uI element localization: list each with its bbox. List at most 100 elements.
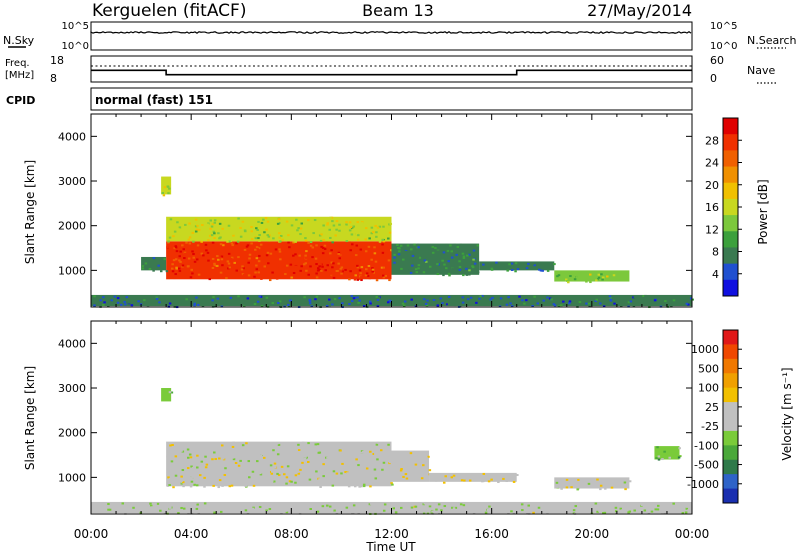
heatmap-speckle — [565, 486, 569, 489]
heatmap-speckle — [452, 474, 456, 477]
heatmap-speckle — [289, 453, 293, 456]
heatmap-speckle — [250, 225, 253, 228]
heatmap-speckle — [426, 257, 429, 260]
heatmap-speckle — [428, 505, 432, 508]
heatmap-speckle — [491, 296, 494, 299]
colorbar-swatch — [723, 150, 738, 168]
heatmap-speckle — [356, 264, 359, 267]
heatmap-speckle — [372, 458, 376, 461]
heatmap-speckle — [296, 446, 300, 449]
heatmap-speckle — [269, 217, 272, 220]
heatmap-speckle — [310, 226, 314, 229]
heatmap-speckle — [99, 299, 103, 302]
heatmap-speckle — [407, 301, 411, 304]
heatmap-speckle — [399, 469, 403, 472]
heatmap-speckle — [262, 218, 265, 221]
heatmap-cell — [91, 501, 692, 514]
heatmap-speckle — [569, 275, 572, 278]
heatmap-speckle — [577, 478, 580, 481]
heatmap-speckle — [476, 244, 479, 247]
heatmap-speckle — [662, 302, 666, 305]
heatmap-speckle — [485, 476, 488, 479]
heatmap-speckle — [352, 228, 355, 231]
heatmap-speckle — [119, 303, 123, 306]
heatmap-speckle — [271, 478, 275, 481]
heatmap-speckle — [282, 223, 286, 226]
heatmap-speckle — [576, 488, 579, 491]
heatmap-speckle — [363, 479, 366, 482]
heatmap-speckle — [259, 295, 263, 298]
heatmap-speckle — [351, 473, 355, 476]
heatmap-speckle — [279, 240, 282, 243]
heatmap-speckle — [212, 296, 215, 299]
x-tick-label: 16:00 — [474, 527, 509, 541]
heatmap-speckle — [348, 278, 351, 281]
heatmap-speckle — [450, 510, 454, 513]
heatmap-speckle — [685, 507, 689, 510]
heatmap-speckle — [581, 303, 585, 306]
heatmap-speckle — [330, 508, 334, 511]
heatmap-speckle — [295, 508, 299, 511]
heatmap-speckle — [411, 509, 415, 512]
heatmap-speckle — [313, 455, 316, 458]
heatmap-speckle — [324, 269, 327, 272]
heatmap-speckle — [294, 265, 298, 268]
heatmap-speckle — [322, 302, 326, 305]
heatmap-speckle — [523, 302, 526, 305]
heatmap-speckle — [340, 272, 343, 275]
heatmap-speckle — [422, 473, 426, 476]
heatmap-speckle — [370, 226, 374, 229]
heatmap-speckle — [179, 260, 182, 263]
heatmap-speckle — [309, 241, 313, 244]
heatmap-speckle — [363, 448, 367, 451]
heatmap-speckle — [182, 447, 186, 450]
cpid-panel: CPID normal (fast) 151 — [6, 87, 693, 111]
heatmap-speckle — [269, 245, 272, 248]
heatmap-speckle — [201, 257, 205, 260]
heatmap-speckle — [514, 270, 517, 273]
heatmap-speckle — [292, 241, 295, 244]
heatmap-speckle — [602, 305, 606, 308]
heatmap-speckle — [141, 267, 145, 270]
heatmap-speckle — [322, 238, 325, 241]
heatmap-speckle — [586, 275, 590, 278]
heatmap-speckle — [532, 511, 535, 514]
heatmap-speckle — [592, 507, 596, 510]
heatmap-speckle — [664, 300, 667, 303]
heatmap-speckle — [654, 508, 658, 511]
heatmap-speckle — [509, 302, 512, 305]
heatmap-speckle — [355, 244, 359, 247]
heatmap-speckle — [505, 478, 508, 481]
heatmap-speckle — [250, 230, 253, 233]
x-tick-label: 04:00 — [174, 527, 209, 541]
heatmap-speckle — [299, 233, 302, 236]
heatmap-speckle — [348, 221, 352, 224]
heatmap-speckle — [124, 303, 127, 306]
heatmap-speckle — [461, 252, 465, 255]
heatmap-speckle — [601, 276, 605, 279]
heatmap-speckle — [237, 227, 241, 230]
heatmap-speckle — [213, 511, 216, 514]
heatmap-speckle — [263, 265, 267, 268]
heatmap-speckle — [286, 456, 290, 459]
heatmap-speckle — [232, 276, 236, 279]
heatmap-speckle — [247, 269, 251, 272]
heatmap-speckle — [112, 504, 115, 507]
heatmap-speckle — [557, 278, 561, 281]
heatmap-speckle — [237, 220, 240, 223]
heatmap-speckle — [486, 509, 490, 512]
heatmap-speckle — [261, 453, 264, 456]
heatmap-speckle — [484, 511, 488, 514]
heatmap-speckle — [594, 277, 598, 280]
heatmap-speckle — [258, 462, 261, 465]
heatmap-speckle — [228, 266, 231, 269]
heatmap-speckle — [594, 300, 598, 303]
heatmap-speckle — [472, 504, 476, 507]
freq-tick-top: 18 — [50, 54, 64, 67]
heatmap-speckle — [308, 299, 312, 302]
heatmap-speckle — [256, 300, 260, 303]
heatmap-speckle — [442, 274, 445, 277]
heatmap-speckle — [182, 485, 185, 488]
heatmap-speckle — [181, 462, 184, 465]
heatmap-speckle — [243, 248, 247, 251]
